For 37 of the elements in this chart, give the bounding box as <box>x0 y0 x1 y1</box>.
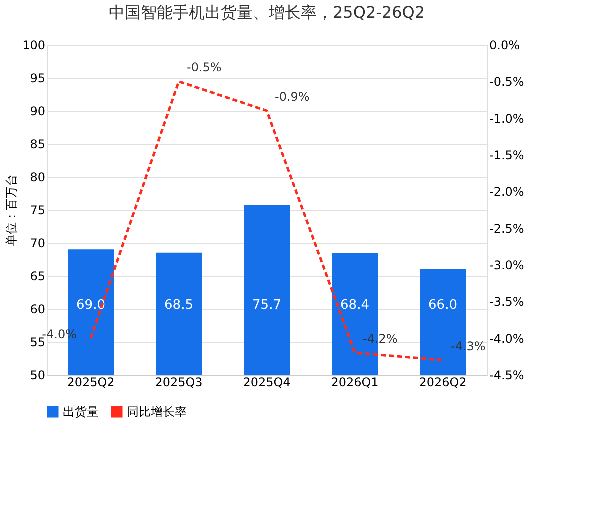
y-tick-label: 100 <box>22 38 46 52</box>
x-tick-label: 2026Q1 <box>331 376 379 390</box>
data-label: -0.9% <box>275 90 310 104</box>
x-tick-label: 2025Q2 <box>67 376 115 390</box>
y2-tick-label: -1.0% <box>490 112 524 126</box>
y-tick-label: 95 <box>30 72 46 86</box>
x-tick-label: 2025Q4 <box>243 376 291 390</box>
data-label: 68.5 <box>164 298 194 313</box>
y2-tick-label: 0.0% <box>490 38 520 52</box>
y-tick-label: 80 <box>30 170 46 184</box>
y2-tick-label: -3.0% <box>490 258 524 272</box>
x-tick-label: 2026Q2 <box>419 376 467 390</box>
data-label: 68.4 <box>340 298 370 313</box>
legend-label: 同比增长率 <box>127 405 187 419</box>
y2-tick-label: -2.0% <box>490 185 524 200</box>
y2-tick-label: -3.5% <box>490 295 524 310</box>
y-axis-title: 单位：百万台 <box>4 174 19 246</box>
x-tick-label: 2025Q3 <box>155 376 203 390</box>
y-tick-label: 55 <box>30 336 46 350</box>
y-tick-label: 90 <box>30 104 46 118</box>
y-tick-label: 60 <box>30 302 46 316</box>
y2-tick-label: -4.0% <box>490 332 524 346</box>
y-tick-label: 85 <box>30 138 46 152</box>
y-tick-label: 65 <box>30 270 46 284</box>
data-label: -0.5% <box>187 60 222 75</box>
data-label: 75.7 <box>252 298 282 313</box>
y-tick-label: 70 <box>30 236 46 250</box>
chart-title: 中国智能手机出货量、增长率，25Q2-26Q2 <box>108 3 426 22</box>
y-tick-label: 50 <box>30 368 46 382</box>
legend-label: 出货量 <box>63 405 99 419</box>
y2-tick-label: -2.5% <box>490 222 524 236</box>
y-tick-label: 75 <box>30 204 46 218</box>
y2-tick-label: -0.5% <box>490 75 524 90</box>
data-label: 69.0 <box>76 298 106 313</box>
y2-tick-label: -4.5% <box>490 368 524 382</box>
y2-tick-label: -1.5% <box>490 148 524 162</box>
data-label: 66.0 <box>428 298 458 313</box>
